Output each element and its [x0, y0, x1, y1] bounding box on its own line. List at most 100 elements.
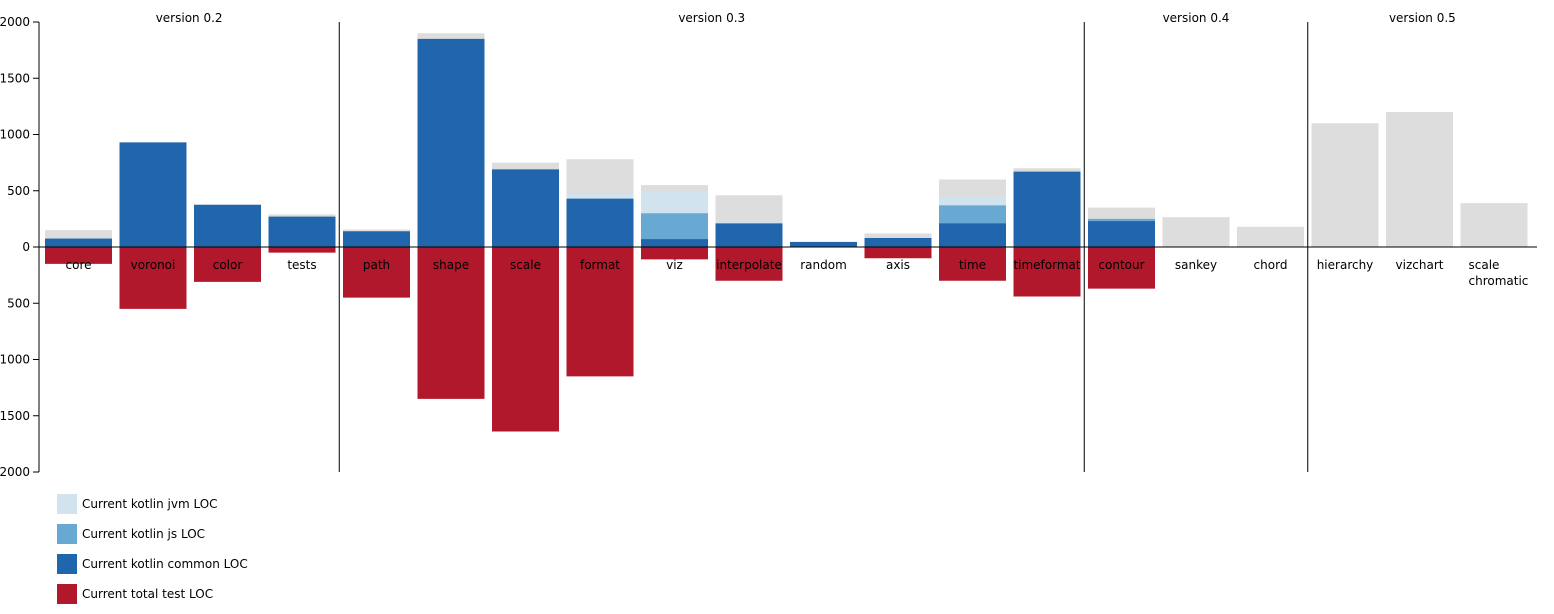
bar-test [1088, 247, 1155, 289]
bar-common [45, 238, 112, 247]
category-label: format [580, 258, 620, 272]
bar-group-interpolate [715, 195, 783, 281]
category-label: hierarchy [1317, 258, 1374, 272]
y-axis: 2000 1500 1000 500 0 500 1000 1500 2000 [0, 15, 1537, 479]
category-label-line: format [580, 258, 620, 272]
bar-group-sankey [1162, 217, 1230, 247]
category-label: axis [886, 258, 910, 272]
legend-label: Current total test LOC [82, 587, 213, 601]
bar-common [194, 204, 261, 247]
bar-test [268, 247, 336, 253]
y-tick-label: 2000 [0, 465, 30, 479]
bar-group-path [343, 229, 410, 298]
bar-test [194, 247, 261, 282]
bar-common [641, 239, 708, 247]
bar-test [119, 247, 187, 309]
legend-swatch-js [57, 524, 77, 544]
category-label-line: path [363, 258, 390, 272]
bar-test [417, 247, 485, 399]
category-label-line: color [213, 258, 243, 272]
category-label: voronoi [131, 258, 176, 272]
bar-total [1386, 112, 1453, 247]
legend-swatch-test [57, 584, 77, 604]
bar-common [119, 142, 187, 247]
bar-group-viz [641, 185, 708, 260]
category-labels: core voronoi color tests path shape scale forma… [66, 258, 1529, 288]
bar-group-color [194, 204, 261, 282]
category-label-line: chord [1254, 258, 1288, 272]
category-label: random [800, 258, 847, 272]
bar-common [1088, 221, 1155, 247]
bar-common [492, 169, 559, 247]
bar-group-chord [1237, 226, 1304, 247]
category-label-line: scale [1469, 258, 1500, 272]
bar-group-tests [268, 214, 336, 253]
y-tick-label: 500 [7, 296, 30, 310]
bar-group-random [790, 241, 857, 247]
category-label: color [213, 258, 243, 272]
bar-group-core [45, 230, 112, 264]
category-label: viz [666, 258, 683, 272]
category-label: time [959, 258, 986, 272]
bar-total [1162, 217, 1230, 247]
category-label: chord [1254, 258, 1288, 272]
version-label: version 0.2 [156, 11, 223, 25]
bar-group-timeformat [1013, 168, 1081, 297]
y-tick-label: 2000 [0, 15, 30, 29]
category-label: contour [1098, 258, 1144, 272]
bar-group-vizchart [1386, 112, 1453, 247]
legend-swatch-common [57, 554, 77, 574]
category-label-line: timeformat [1013, 258, 1080, 272]
bar-common [417, 38, 485, 247]
category-label: scale chromatic [1469, 258, 1529, 288]
category-label: vizchart [1396, 258, 1444, 272]
bar-common [939, 223, 1006, 247]
bar-group-contour [1088, 207, 1155, 289]
category-label-line: axis [886, 258, 910, 272]
category-label-line: sankey [1175, 258, 1217, 272]
category-label-line: core [66, 258, 92, 272]
y-tick-label: 1000 [0, 353, 30, 367]
bar-common [715, 223, 783, 247]
bar-test [864, 247, 932, 259]
category-label-line: chromatic [1469, 274, 1529, 288]
category-label-line: interpolate [716, 258, 782, 272]
category-label-line: tests [287, 258, 316, 272]
category-label-line: scale [510, 258, 541, 272]
bar-common [268, 216, 336, 247]
category-label-line: contour [1098, 258, 1144, 272]
category-label: shape [433, 258, 469, 272]
bar-test [1013, 247, 1081, 297]
bar-common [864, 238, 932, 247]
category-label: sankey [1175, 258, 1217, 272]
version-label: version 0.3 [678, 11, 745, 25]
legend: Current kotlin jvm LOC Current kotlin js … [57, 494, 248, 604]
version-label: version 0.4 [1163, 11, 1230, 25]
y-tick-label: 1500 [0, 409, 30, 423]
bar-total [1460, 203, 1528, 247]
bar-test [492, 247, 559, 432]
category-label: tests [287, 258, 316, 272]
bar-common [1013, 171, 1081, 247]
bar-total [1237, 226, 1304, 247]
legend-label: Current kotlin jvm LOC [82, 497, 218, 511]
category-label: scale [510, 258, 541, 272]
y-tick-label: 500 [7, 184, 30, 198]
bar-group-time [939, 179, 1006, 281]
category-label: path [363, 258, 390, 272]
legend-label: Current kotlin js LOC [82, 527, 205, 541]
bar-test [939, 247, 1006, 281]
legend-swatch-jvm [57, 494, 77, 514]
category-label-line: random [800, 258, 847, 272]
bar-group-shape [417, 33, 485, 399]
bar-test [715, 247, 783, 281]
bar-common [566, 198, 634, 247]
bar-group-scale-chromatic [1460, 203, 1528, 247]
version-label: version 0.5 [1389, 11, 1456, 25]
category-label: timeformat [1013, 258, 1080, 272]
category-label: interpolate [716, 258, 782, 272]
category-label-line: time [959, 258, 986, 272]
bar-test [566, 247, 634, 377]
